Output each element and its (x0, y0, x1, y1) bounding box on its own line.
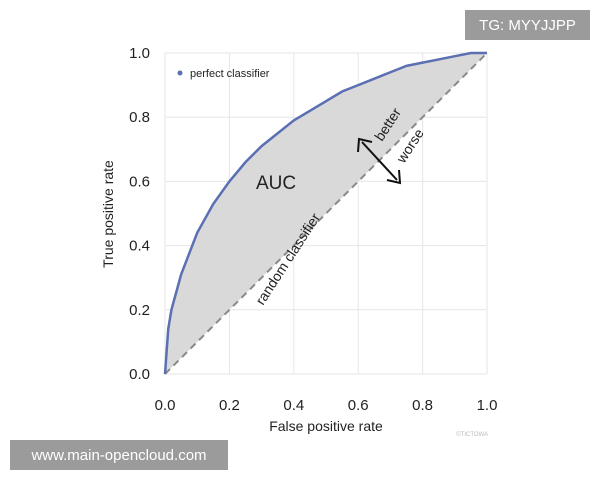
legend-label: perfect classifier (190, 68, 270, 80)
watermark-top: TG: MYYJJPP (465, 10, 590, 40)
better-worse-arrow (357, 137, 402, 185)
y-tick-labels: 0.0 0.2 0.4 0.6 0.8 1.0 (129, 45, 150, 383)
y-tick-label: 0.4 (129, 238, 150, 255)
y-axis-label: True positive rate (100, 160, 116, 268)
x-tick-label: 1.0 (477, 397, 498, 414)
credit-text: ©TICTOWA (456, 431, 488, 438)
y-tick-label: 0.8 (129, 109, 150, 126)
x-tick-label: 0.2 (219, 397, 240, 414)
y-tick-label: 1.0 (129, 45, 150, 62)
watermark-bottom: www.main-opencloud.com (10, 440, 228, 470)
x-tick-labels: 0.0 0.2 0.4 0.6 0.8 1.0 (155, 397, 498, 414)
legend-marker (177, 70, 183, 76)
auc-label: AUC (256, 173, 296, 194)
x-tick-label: 0.0 (155, 397, 176, 414)
x-tick-label: 0.4 (283, 397, 304, 414)
x-tick-label: 0.6 (348, 397, 369, 414)
y-tick-label: 0.0 (129, 366, 150, 383)
y-tick-label: 0.2 (129, 302, 150, 319)
x-axis-label: False positive rate (269, 418, 383, 434)
random-classifier-line (164, 52, 488, 375)
roc-curve-line (163, 51, 487, 375)
x-tick-label: 0.8 (412, 397, 433, 414)
y-tick-label: 0.6 (129, 173, 150, 190)
